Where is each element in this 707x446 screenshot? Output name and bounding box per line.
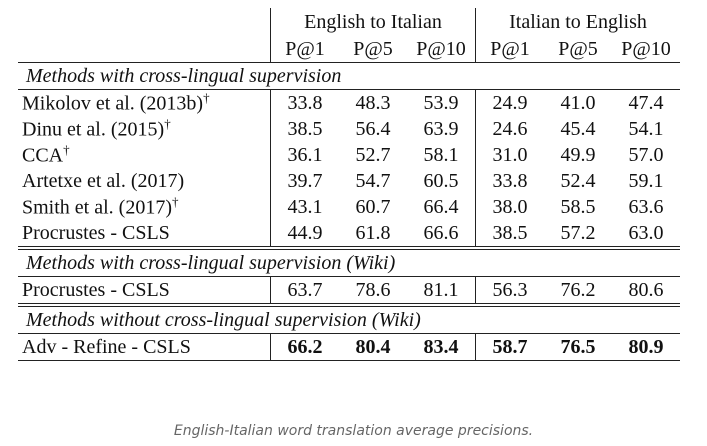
section-row: Methods without cross-lingual supervisio… xyxy=(18,303,680,334)
group-header: Italian to English xyxy=(509,10,647,33)
method-note: † xyxy=(171,194,179,210)
group-header-row: English to Italian Italian to English xyxy=(18,8,680,36)
value-cell: 63.6 xyxy=(628,195,664,218)
method-name: CCA xyxy=(22,144,64,167)
value-cell: 24.6 xyxy=(492,117,528,140)
metric-header: P@5 xyxy=(353,37,393,60)
value-cell: 58.7 xyxy=(475,333,544,361)
value-cell: 60.7 xyxy=(355,195,391,218)
section-row: Methods with cross-lingual supervision (… xyxy=(18,246,680,277)
value-cell: 36.1 xyxy=(287,143,323,166)
method-cell: Dinu et al. (2015)† xyxy=(18,116,271,142)
method-cell: Procrustes - CSLS xyxy=(18,276,271,305)
value-cell: 56.4 xyxy=(355,117,391,140)
data-row: Smith et al. (2017)† 43.1 60.7 66.4 38.0 58.5… xyxy=(18,194,680,220)
value-cell: 60.5 xyxy=(407,168,476,194)
value-cell: 38.0 xyxy=(492,195,528,218)
group-header: English to Italian xyxy=(270,8,476,36)
metric-header: P@10 xyxy=(407,36,476,63)
method-cell: Smith et al. (2017)† xyxy=(18,194,271,220)
value-cell: 80.9 xyxy=(612,333,680,361)
method-name: Mikolov et al. (2013b) xyxy=(22,92,204,115)
value-cell: 38.5 xyxy=(492,221,528,244)
table-body: Methods with cross-lingual supervision Mi… xyxy=(18,62,680,361)
results-table: English to Italian Italian to English P@… xyxy=(18,8,680,361)
value-cell: 41.0 xyxy=(560,91,596,114)
metric-header: P@1 xyxy=(490,37,530,60)
value-cell: 38.5 xyxy=(287,117,323,140)
method-cell: CCA† xyxy=(18,142,271,168)
value-cell: 54.7 xyxy=(355,169,391,192)
value-cell: 31.0 xyxy=(492,143,528,166)
value-cell: 63.9 xyxy=(407,116,476,142)
data-row: Adv - Refine - CSLS 66.2 80.4 83.4 58.7 76.5 8… xyxy=(18,333,680,361)
value-cell: 80.4 xyxy=(339,333,407,361)
data-row: Procrustes - CSLS 63.7 78.6 81.1 56.3 76.2 80.… xyxy=(18,276,680,305)
metric-header: P@10 xyxy=(621,37,671,60)
value-cell: 33.8 xyxy=(287,91,323,114)
value-cell: 80.6 xyxy=(628,278,664,301)
value-cell: 39.7 xyxy=(287,169,323,192)
value-cell: 66.6 xyxy=(407,220,476,248)
value-cell: 63.0 xyxy=(628,221,664,244)
value-cell: 48.3 xyxy=(355,91,391,114)
value-cell: 81.1 xyxy=(407,276,476,305)
value-cell: 33.8 xyxy=(492,169,528,192)
value-cell: 66.2 xyxy=(270,333,339,361)
value-cell: 45.4 xyxy=(560,117,596,140)
value-cell: 58.5 xyxy=(560,195,596,218)
metric-header-row: P@1 P@5 P@10 P@1 P@5 P@10 xyxy=(18,36,680,63)
value-cell: 53.9 xyxy=(407,89,476,116)
data-row: Artetxe et al. (2017) 39.7 54.7 60.5 33.8 52.… xyxy=(18,168,680,194)
value-cell: 57.0 xyxy=(628,143,664,166)
value-cell: 56.3 xyxy=(492,278,528,301)
method-cell: Mikolov et al. (2013b)† xyxy=(18,89,271,116)
method-note: † xyxy=(203,90,210,106)
value-cell: 63.7 xyxy=(287,278,323,301)
method-note: † xyxy=(164,116,171,132)
value-cell: 59.1 xyxy=(628,169,664,192)
method-name: Adv - Refine - CSLS xyxy=(22,335,191,358)
method-name: Procrustes - CSLS xyxy=(22,278,170,301)
section-title: Methods with cross-lingual supervision (… xyxy=(18,246,680,277)
section-title: Methods without cross-lingual supervisio… xyxy=(18,303,680,334)
value-cell: 76.2 xyxy=(560,278,596,301)
method-name: Artetxe et al. (2017) xyxy=(22,169,185,192)
section-row: Methods with cross-lingual supervision xyxy=(18,62,680,90)
value-cell: 52.7 xyxy=(355,143,391,166)
value-cell: 52.4 xyxy=(560,169,596,192)
value-cell: 58.1 xyxy=(407,142,476,168)
value-cell: 78.6 xyxy=(355,278,391,301)
data-row: Procrustes - CSLS 44.9 61.8 66.6 38.5 57.2 63.… xyxy=(18,220,680,248)
data-row: Mikolov et al. (2013b)† 33.8 48.3 53.9 24.9 4… xyxy=(18,89,680,116)
value-cell: 43.1 xyxy=(287,195,323,218)
data-row: CCA† 36.1 52.7 58.1 31.0 49.9 57.0 xyxy=(18,142,680,168)
method-cell: Artetxe et al. (2017) xyxy=(18,168,271,194)
value-cell: 66.4 xyxy=(407,194,476,220)
metric-header: P@5 xyxy=(558,37,598,60)
value-cell: 61.8 xyxy=(355,221,391,244)
metric-header: P@1 xyxy=(285,37,325,60)
method-note: † xyxy=(63,142,70,158)
method-name: Procrustes - CSLS xyxy=(22,221,170,244)
value-cell: 57.2 xyxy=(560,221,596,244)
section-title: Methods with cross-lingual supervision xyxy=(18,62,680,90)
value-cell: 47.4 xyxy=(628,91,664,114)
data-row: Dinu et al. (2015)† 38.5 56.4 63.9 24.6 45.4 5… xyxy=(18,116,680,142)
corner xyxy=(18,36,271,63)
value-cell: 76.5 xyxy=(544,333,612,361)
value-cell: 54.1 xyxy=(628,117,664,140)
value-cell: 24.9 xyxy=(492,91,528,114)
method-name: Dinu et al. (2015) xyxy=(22,118,165,141)
corner xyxy=(18,8,271,36)
method-cell: Adv - Refine - CSLS xyxy=(18,333,271,361)
value-cell: 49.9 xyxy=(560,143,596,166)
method-cell: Procrustes - CSLS xyxy=(18,220,271,248)
value-cell: 83.4 xyxy=(407,333,476,361)
method-name: Smith et al. (2017) xyxy=(22,196,172,219)
caption: English-Italian word translation average… xyxy=(173,423,534,439)
value-cell: 44.9 xyxy=(287,221,323,244)
